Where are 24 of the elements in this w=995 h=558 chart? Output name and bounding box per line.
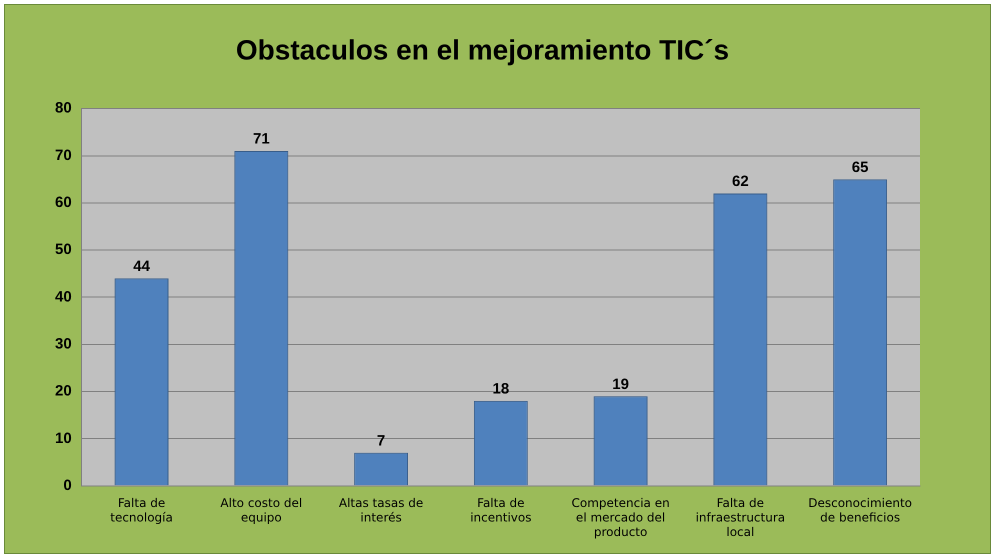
y-tick-label: 40 [54, 288, 72, 306]
data-label: 18 [492, 380, 510, 398]
y-tick-label: 50 [54, 241, 72, 258]
chart-title: Obstaculos en el mejoramiento TIC´s [236, 34, 730, 66]
y-tick-label: 20 [54, 382, 72, 400]
y-tick-label: 30 [54, 335, 72, 352]
data-label: 62 [732, 173, 749, 190]
x-tick-label: Desconocimiento de beneficios [808, 496, 912, 525]
x-tick-label: Falta de infraestructura local [696, 496, 786, 539]
x-tick-label: Altas tasas de interés [338, 496, 424, 525]
x-tick-label: Falta de tecnología [110, 496, 173, 525]
y-tick-label: 70 [54, 146, 72, 164]
y-tick-label: 10 [54, 430, 72, 447]
x-tick-label: Competencia en el mercado del producto [572, 496, 670, 539]
data-label: 71 [252, 130, 270, 148]
data-label: 19 [612, 376, 629, 393]
y-tick-label: 0 [63, 476, 72, 494]
data-label: 44 [133, 258, 151, 275]
x-tick-label: Alto costo del equipo [220, 496, 302, 525]
y-tick-label: 80 [54, 100, 72, 117]
data-label: 65 [852, 158, 868, 176]
x-tick-label: Falta de incentivos [470, 496, 532, 525]
data-label: 7 [376, 432, 386, 450]
y-tick-label: 60 [54, 194, 72, 212]
